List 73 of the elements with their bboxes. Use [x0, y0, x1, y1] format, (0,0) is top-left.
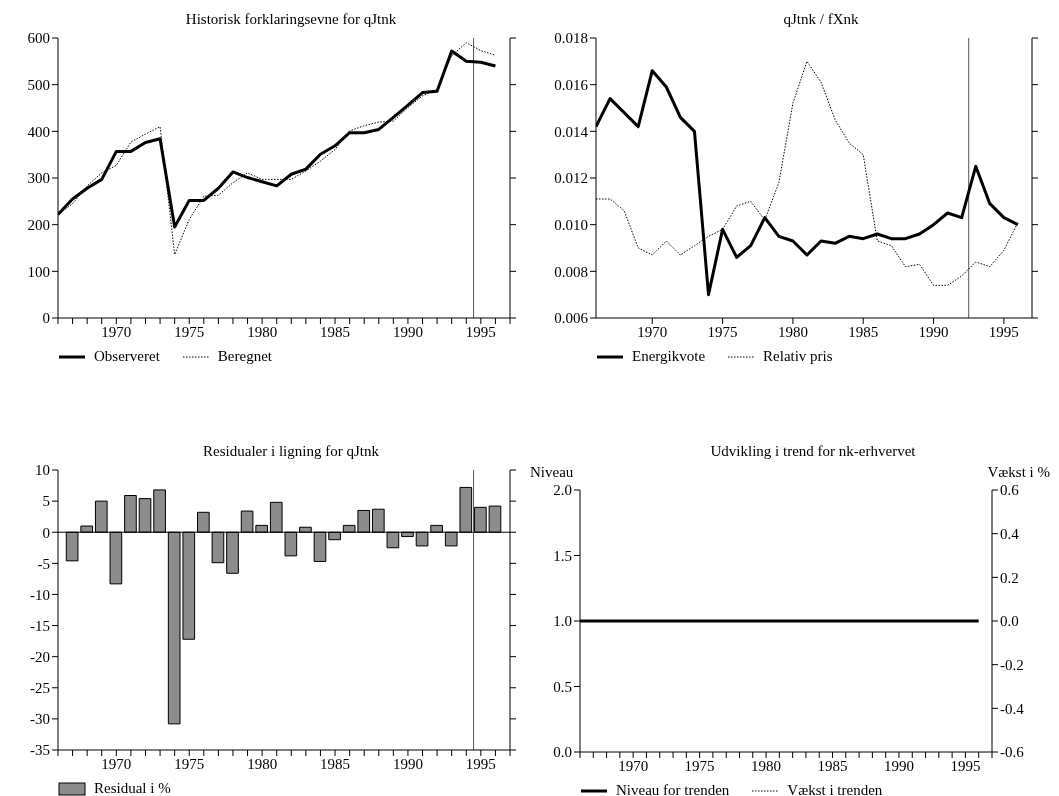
- y-tick-label: 0.0: [553, 744, 572, 761]
- y-tick-label: 2.0: [553, 482, 572, 499]
- chart-title: Historisk forklaringsevne for qJtnk: [184, 10, 398, 29]
- chart-title: Udvikling i trend for nk-erhvervet: [709, 442, 917, 461]
- y2-tick-label: 0.6: [1000, 482, 1020, 499]
- y2-tick-label: 0.0: [1000, 613, 1019, 630]
- y-tick-label: -10: [30, 586, 50, 603]
- x-tick-label: 1990: [392, 323, 423, 340]
- y-axis-title: Niveau: [530, 463, 574, 482]
- legend-label: Observeret: [94, 348, 160, 365]
- y-tick-label: 0.010: [554, 216, 588, 233]
- y-tick-label: 0: [42, 310, 50, 327]
- x-tick-label: 1995: [988, 323, 1019, 340]
- x-tick-label: 1970: [101, 755, 132, 772]
- x-tick-label: 1975: [707, 323, 738, 340]
- x-tick-label: 1985: [848, 323, 879, 340]
- y-tick-label: 1.5: [553, 547, 572, 564]
- chart-title: qJtnk / fXnk: [782, 10, 860, 29]
- legend-label: Vækst i trenden: [787, 782, 883, 796]
- legend-label: Residual i %: [94, 780, 171, 796]
- x-tick-label: 1975: [174, 323, 205, 340]
- x-tick-label: 1985: [320, 755, 351, 772]
- y-tick-label: -20: [30, 648, 50, 665]
- y-tick-label: 0.006: [554, 310, 589, 327]
- y-tick-label: 0.008: [554, 263, 588, 280]
- y-tick-label: -30: [30, 711, 50, 728]
- y-tick-label: 100: [27, 263, 50, 280]
- x-tick-label: 1995: [465, 323, 496, 340]
- y2-tick-label: 0.4: [1000, 525, 1020, 542]
- y2-axis-title: Vækst i %: [987, 463, 1050, 482]
- y-tick-label: 0.012: [554, 170, 588, 187]
- y-tick-label: 0: [42, 524, 50, 541]
- y-tick-label: -25: [30, 680, 50, 697]
- y-tick-label: 400: [27, 123, 50, 140]
- legend-label: Beregnet: [217, 348, 272, 365]
- y2-tick-label: -0.6: [1000, 744, 1025, 761]
- x-tick-label: 1990: [918, 323, 949, 340]
- y-tick-label: 0.5: [553, 678, 572, 695]
- x-tick-label: 1970: [637, 323, 668, 340]
- y-tick-label: -35: [30, 742, 50, 759]
- y-tick-label: -5: [37, 555, 50, 572]
- x-tick-label: 1980: [751, 757, 782, 774]
- y-tick-label: 600: [27, 30, 50, 47]
- x-tick-label: 1985: [320, 323, 351, 340]
- y-tick-label: 500: [27, 76, 50, 93]
- y-tick-label: 0.014: [554, 123, 589, 140]
- x-tick-label: 1995: [465, 755, 496, 772]
- y2-tick-label: 0.2: [1000, 569, 1019, 586]
- x-tick-label: 1975: [684, 757, 715, 774]
- y-tick-label: 1.0: [553, 613, 572, 630]
- legend-label: Energikvote: [632, 348, 706, 365]
- y2-tick-label: -0.2: [1000, 656, 1024, 673]
- x-tick-label: 1990: [392, 755, 423, 772]
- y2-tick-label: -0.4: [1000, 700, 1025, 717]
- x-tick-label: 1975: [174, 755, 205, 772]
- y-tick-label: 0.016: [554, 76, 589, 93]
- y-tick-label: -15: [30, 617, 50, 634]
- y-tick-label: 300: [27, 170, 50, 187]
- x-tick-label: 1980: [777, 323, 808, 340]
- x-tick-label: 1990: [883, 757, 914, 774]
- x-tick-label: 1995: [950, 757, 981, 774]
- y-tick-label: 10: [35, 462, 50, 479]
- x-tick-label: 1970: [618, 757, 649, 774]
- x-tick-label: 1980: [247, 755, 278, 772]
- x-tick-label: 1970: [101, 323, 132, 340]
- y-tick-label: 200: [27, 216, 50, 233]
- y-tick-label: 5: [42, 493, 50, 510]
- legend-label: Relativ pris: [763, 348, 833, 365]
- x-tick-label: 1980: [247, 323, 278, 340]
- chart-title: Residualer i ligning for qJtnk: [202, 442, 380, 461]
- legend-label: Niveau for trenden: [616, 782, 730, 796]
- y-tick-label: 0.018: [554, 30, 588, 47]
- x-tick-label: 1985: [817, 757, 848, 774]
